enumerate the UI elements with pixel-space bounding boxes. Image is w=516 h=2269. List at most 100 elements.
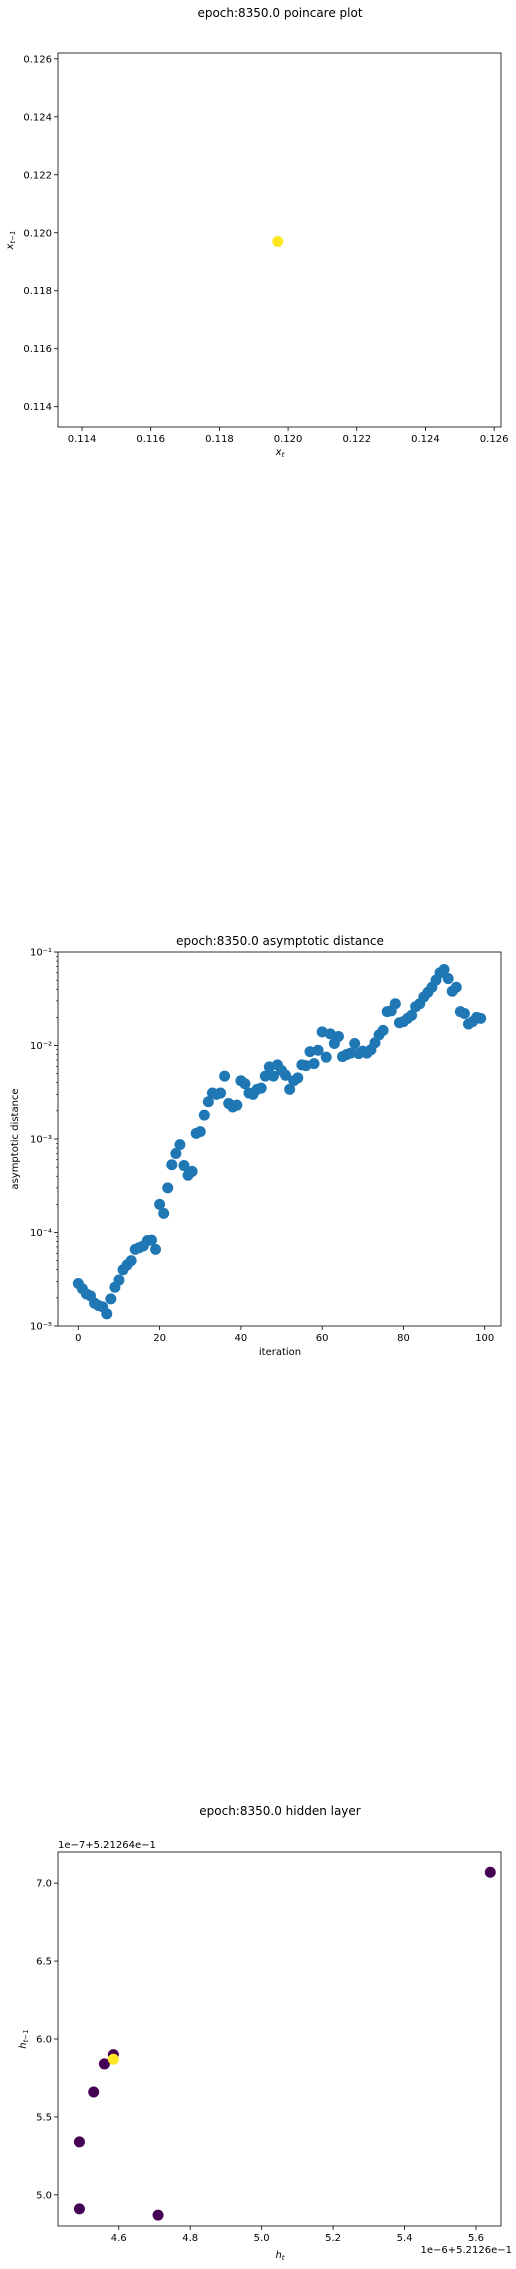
y-tick-label: 10⁻³ <box>30 1135 52 1146</box>
y-axis-label: ht−1 <box>18 2029 30 2048</box>
data-point <box>389 998 401 1010</box>
y-tick-label: 6.5 <box>36 1957 52 1968</box>
y-tick-label: 10⁻⁵ <box>30 1322 52 1333</box>
data-point <box>152 2209 164 2221</box>
data-point <box>150 1243 162 1255</box>
data-point <box>105 1293 117 1305</box>
data-point <box>267 1070 279 1082</box>
data-point <box>145 1234 157 1246</box>
data-point <box>186 1165 198 1177</box>
data-point <box>475 1012 487 1024</box>
scatter-points <box>272 235 284 247</box>
data-point <box>170 1147 182 1159</box>
x-offset-label: 1e−6+5.2126e−1 <box>420 2245 512 2256</box>
y-tick-label: 0.120 <box>23 228 52 239</box>
x-tick-label: 0.126 <box>480 434 509 445</box>
data-point <box>73 2136 85 2148</box>
data-point <box>162 1182 174 1194</box>
y-tick-label: 6.0 <box>36 2035 52 2046</box>
plot-frame <box>57 1851 502 2227</box>
data-point <box>194 1126 206 1138</box>
data-point <box>154 1198 166 1210</box>
scatter-points <box>72 963 487 1320</box>
chart-title: epoch:8350.0 hidden layer <box>199 1804 361 1818</box>
x-axis: 0.114 0.116 0.118 0.120 0.122 0.124 0.126 <box>68 427 509 445</box>
x-tick-label: 4.8 <box>182 2233 198 2244</box>
data-point <box>438 963 450 975</box>
x-axis-label: ht <box>275 2250 284 2262</box>
data-point <box>88 2086 100 2098</box>
y-tick-label: 10⁻⁴ <box>30 1228 52 1239</box>
data-point <box>166 1159 178 1171</box>
y-axis: 10⁻⁵ 10⁻⁴ 10⁻³ 10⁻² 10⁻¹ <box>30 948 58 1333</box>
data-point <box>320 1051 332 1063</box>
data-point <box>377 1024 389 1036</box>
data-point <box>231 1099 243 1111</box>
chart-title: epoch:8350.0 asymptotic distance <box>176 934 384 948</box>
hidden-layer-chart: epoch:8350.0 hidden layer 1e−7+5.21264e−… <box>18 1804 512 2262</box>
data-point <box>484 1866 496 1878</box>
y-tick-label: 5.5 <box>36 2112 52 2123</box>
data-point <box>284 1083 296 1095</box>
x-tick-label: 0 <box>75 1333 81 1344</box>
x-tick-label: 100 <box>475 1333 494 1344</box>
data-point <box>345 1047 357 1059</box>
data-point <box>107 2053 119 2065</box>
data-point <box>280 1069 292 1081</box>
y-tick-label: 7.0 <box>36 1879 52 1890</box>
y-tick-label: 0.126 <box>23 54 52 65</box>
x-axis: 0 20 40 60 80 100 <box>75 1326 494 1344</box>
poincare-plot-chart: epoch:8350.0 poincare plot 0.114 0.116 0.1… <box>5 6 509 459</box>
data-point <box>73 2203 85 2215</box>
x-tick-label: 0.124 <box>411 434 440 445</box>
y-axis: 5.0 5.5 6.0 6.5 7.0 <box>36 1879 58 2201</box>
x-tick-label: 0.118 <box>205 434 234 445</box>
y-tick-label: 10⁻¹ <box>30 948 52 959</box>
data-point <box>101 1308 113 1320</box>
y-axis: 0.114 0.116 0.118 0.120 0.122 0.124 0.126 <box>23 54 58 413</box>
scatter-points <box>73 1866 496 2221</box>
y-tick-label: 0.124 <box>23 112 52 123</box>
data-point <box>198 1109 210 1121</box>
x-axis-label: iteration <box>259 1347 301 1358</box>
y-tick-label: 5.0 <box>36 2190 52 2201</box>
x-tick-label: 0.114 <box>68 434 97 445</box>
data-point <box>219 1070 231 1082</box>
x-tick-label: 60 <box>316 1333 329 1344</box>
data-point <box>292 1072 304 1084</box>
data-point <box>158 1207 170 1219</box>
data-point <box>178 1160 190 1172</box>
data-point <box>332 1030 344 1042</box>
data-point <box>98 2058 110 2070</box>
y-axis-label: xt−1 <box>5 231 17 251</box>
data-point <box>304 1046 316 1058</box>
data-point <box>125 1255 137 1267</box>
x-tick-label: 40 <box>235 1333 248 1344</box>
y-tick-label: 0.116 <box>23 344 52 355</box>
x-tick-label: 20 <box>153 1333 166 1344</box>
data-point <box>215 1087 227 1099</box>
data-point <box>406 1009 418 1021</box>
x-tick-label: 5.0 <box>254 2233 270 2244</box>
data-point <box>349 1038 361 1050</box>
x-tick-label: 0.116 <box>136 434 165 445</box>
y-tick-label: 10⁻² <box>30 1041 52 1052</box>
y-tick-label: 0.118 <box>23 286 52 297</box>
data-point <box>450 981 462 993</box>
data-point <box>113 1274 125 1286</box>
asymptotic-distance-chart: epoch:8350.0 asymptotic distance 0 20 40 60… <box>10 934 502 1358</box>
chart-title: epoch:8350.0 poincare plot <box>197 6 362 20</box>
x-tick-label: 0.120 <box>274 434 303 445</box>
x-axis: 4.6 4.8 5.0 5.2 5.4 5.6 <box>111 2226 484 2244</box>
x-tick-label: 4.6 <box>111 2233 127 2244</box>
x-tick-label: 5.2 <box>325 2233 341 2244</box>
y-tick-label: 0.114 <box>23 402 52 413</box>
data-point <box>458 1007 470 1019</box>
y-tick-label: 0.122 <box>23 170 52 181</box>
x-tick-label: 5.4 <box>397 2233 413 2244</box>
data-point <box>442 973 454 985</box>
data-point <box>272 235 284 247</box>
data-point <box>259 1070 271 1082</box>
x-tick-label: 0.122 <box>342 434 371 445</box>
y-offset-label: 1e−7+5.21264e−1 <box>58 1840 156 1851</box>
